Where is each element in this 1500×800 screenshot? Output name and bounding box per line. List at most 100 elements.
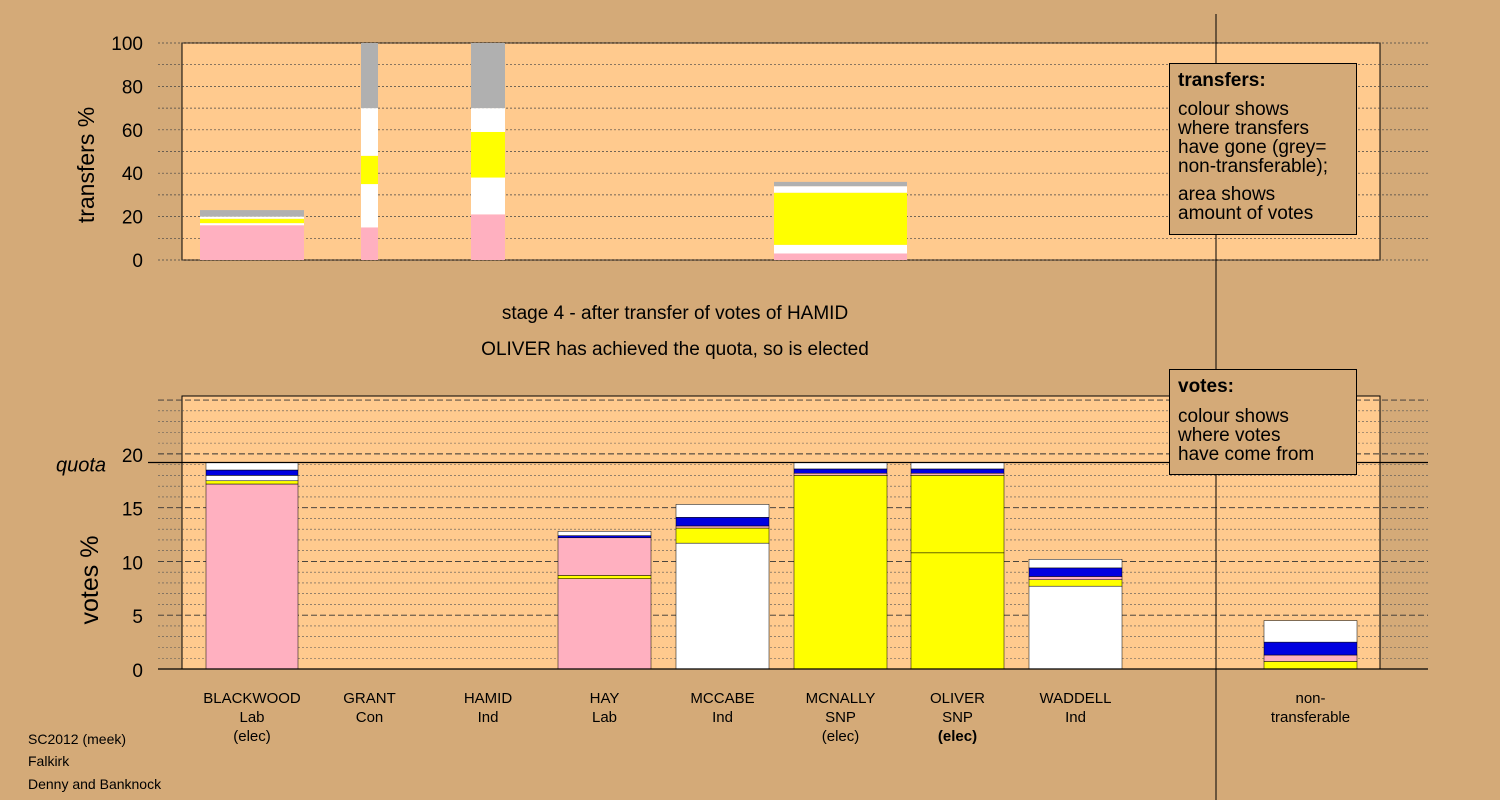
vote-segment: [675, 542, 770, 670]
vote-segment: [1263, 641, 1358, 656]
candidate-label: BLACKWOOD: [203, 690, 301, 707]
legend-transfers-title: transfers:: [1178, 70, 1266, 91]
transfers-tick-label: 20: [122, 208, 143, 229]
vote-segment: [1028, 579, 1123, 587]
transfers-tick-label: 40: [122, 164, 143, 185]
candidate-label: MCNALLY: [806, 690, 876, 707]
candidate-label: (elec): [822, 728, 860, 745]
vote-segment: [675, 517, 770, 527]
transfer-segment: [200, 210, 304, 217]
transfer-segment: [471, 177, 505, 215]
candidate-label: (elec): [233, 728, 271, 745]
transfer-segment: [361, 227, 378, 260]
transfer-segment: [471, 214, 505, 260]
votes-tick-label: 10: [122, 553, 143, 574]
legend-transfers-line: amount of votes: [1178, 203, 1314, 224]
vote-segment: [793, 462, 888, 470]
candidate-label: OLIVER: [930, 690, 985, 707]
votes-axis-label: votes %: [76, 536, 104, 625]
vote-segment: [1263, 661, 1358, 670]
vote-segment: [1028, 567, 1123, 577]
candidate-label: Lab: [592, 709, 617, 726]
vote-segment: [1263, 620, 1358, 643]
votes-tick-label: 5: [132, 607, 143, 628]
transfer-segment: [471, 108, 505, 132]
vote-segment: [910, 552, 1005, 670]
transfer-segment: [774, 181, 907, 187]
vote-segment: [205, 462, 299, 471]
transfer-segment: [361, 108, 378, 156]
candidate-label: Ind: [1065, 709, 1086, 726]
legend-votes-line: colour shows: [1178, 406, 1289, 427]
votes-tick-label: 15: [122, 500, 143, 521]
candidate-label: MCCABE: [690, 690, 754, 707]
vote-segment: [205, 480, 299, 485]
candidate-label: Con: [356, 709, 384, 726]
vote-segment: [910, 468, 1005, 474]
legend-transfers-line: have gone (grey=: [1178, 137, 1327, 158]
vote-segment: [557, 535, 652, 539]
vote-segment: [910, 462, 1005, 470]
vote-segment: [793, 475, 888, 670]
vote-segment: [205, 475, 299, 482]
candidate-label: Ind: [712, 709, 733, 726]
candidate-label: Lab: [239, 709, 264, 726]
transfer-segment: [200, 225, 304, 260]
legend-transfers: transfers: colour shows where transfers …: [1169, 63, 1357, 235]
meta-council: Falkirk: [28, 753, 70, 769]
transfers-tick-label: 100: [111, 34, 143, 55]
quota-label: quota: [56, 454, 106, 476]
vote-segment: [1028, 585, 1123, 670]
candidate-label: SNP: [942, 709, 973, 726]
legend-transfers-line: non-transferable);: [1178, 156, 1328, 177]
legend-transfers-line: area shows: [1178, 184, 1276, 205]
transfers-tick-label: 60: [122, 121, 143, 142]
transfer-segment: [774, 244, 907, 254]
legend-votes: votes: colour shows where votes have com…: [1169, 369, 1357, 475]
vote-segment: [910, 475, 1005, 554]
votes-tick-label: 0: [132, 661, 143, 682]
candidate-label: SNP: [825, 709, 856, 726]
transfers-tick-label: 80: [122, 77, 143, 98]
transfers-tick-label: 0: [132, 251, 143, 272]
candidate-label: non-: [1295, 690, 1325, 707]
meta-ward: Denny and Banknock: [28, 776, 162, 792]
transfer-segment: [200, 218, 304, 224]
transfer-segment: [774, 192, 907, 245]
candidate-label: Ind: [478, 709, 499, 726]
candidate-label: HAMID: [464, 690, 513, 707]
transfer-segment: [361, 155, 378, 185]
vote-segment: [910, 472, 1005, 476]
transfer-segment: [361, 43, 378, 109]
vote-segment: [675, 527, 770, 544]
transfer-segment: [774, 186, 907, 193]
vote-segment: [205, 483, 299, 670]
stage-line-1: stage 4 - after transfer of votes of HAM…: [501, 303, 849, 324]
legend-votes-line: have come from: [1178, 444, 1315, 465]
vote-segment: [1028, 576, 1123, 580]
transfer-segment: [471, 43, 505, 109]
candidate-label: HAY: [590, 690, 620, 707]
candidate-label: WADDELL: [1040, 690, 1112, 707]
transfers-axis-label: transfers %: [73, 107, 99, 223]
vote-segment: [557, 575, 652, 579]
vote-segment: [675, 504, 770, 518]
vote-segment: [557, 537, 652, 576]
vote-segment: [205, 469, 299, 476]
legend-votes-line: where votes: [1178, 425, 1281, 446]
candidate-label: (elec): [938, 728, 977, 745]
vote-segment: [1028, 559, 1123, 569]
transfer-segment: [200, 216, 304, 219]
vote-segment: [557, 531, 652, 536]
meta-election: SC2012 (meek): [28, 731, 127, 747]
transfer-segment: [471, 131, 505, 178]
transfer-segment: [361, 184, 378, 228]
vote-segment: [675, 525, 770, 529]
vote-segment: [1263, 654, 1358, 662]
legend-transfers-line: colour shows: [1178, 99, 1289, 120]
transfer-segment: [774, 253, 907, 260]
legend-transfers-line: where transfers: [1178, 118, 1309, 139]
legend-votes-title: votes:: [1178, 376, 1234, 397]
vote-segment: [557, 578, 652, 670]
candidate-label: transferable: [1271, 709, 1350, 726]
